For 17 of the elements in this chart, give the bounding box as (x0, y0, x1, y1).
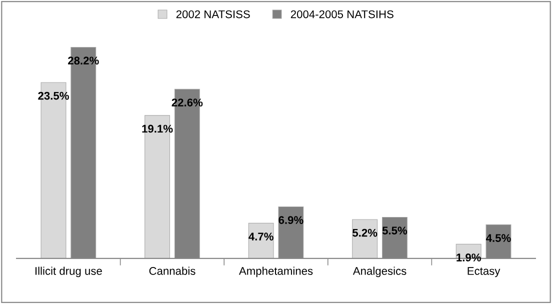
legend-label: 2002 NATSISS (176, 10, 250, 18)
x-tick-label: Analgesics (352, 266, 406, 278)
data-label: 4.5% (486, 234, 511, 242)
data-label: 19.1% (142, 124, 173, 133)
bar (248, 222, 274, 258)
data-label: 5.2% (352, 228, 378, 237)
x-tick-label: Illicit drug use (36, 266, 102, 278)
x-tick-label: Amphetamines (238, 266, 313, 278)
legend-label: 2004-2005 NATSIHS (290, 10, 394, 18)
x-tick-label: Ectasy (468, 267, 500, 278)
data-label: 4.7% (248, 232, 274, 240)
x-tick-label: Cannabis (149, 266, 196, 275)
bar (352, 219, 378, 258)
data-label: 6.9% (278, 216, 304, 224)
data-label: 5.5% (382, 226, 408, 234)
data-label: 1.9% (456, 254, 481, 262)
data-label: 23.5% (38, 92, 69, 100)
